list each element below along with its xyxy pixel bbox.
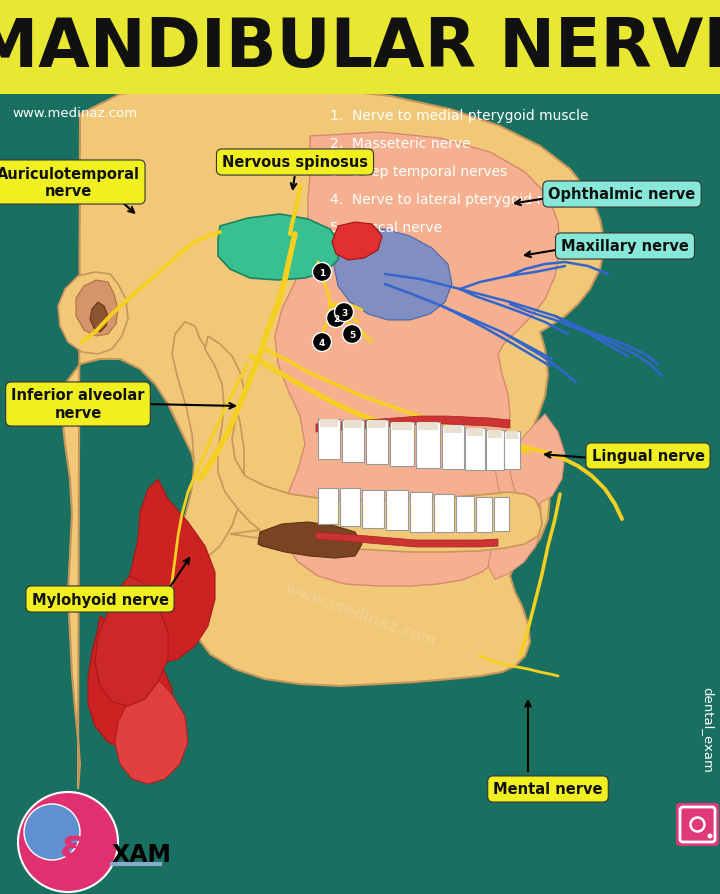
Polygon shape (122, 479, 215, 664)
Bar (368, 420, 386, 428)
Bar (392, 423, 412, 431)
Text: www.medinaz.com: www.medinaz.com (12, 107, 137, 120)
Bar (416, 423, 440, 468)
Text: 4.  Nerve to lateral pterygoid muscle: 4. Nerve to lateral pterygoid muscle (330, 193, 586, 207)
Polygon shape (332, 223, 382, 261)
Polygon shape (76, 281, 118, 337)
Polygon shape (58, 273, 128, 355)
Text: 4: 4 (319, 338, 325, 347)
Bar (344, 420, 362, 428)
Text: 5: 5 (349, 330, 355, 339)
Text: Inferior alveolar
nerve: Inferior alveolar nerve (12, 388, 145, 421)
Text: Ophthalmic nerve: Ophthalmic nerve (549, 187, 696, 202)
Text: Mental nerve: Mental nerve (493, 781, 603, 797)
Polygon shape (115, 676, 188, 784)
Polygon shape (510, 415, 565, 504)
Text: dental_exam: dental_exam (701, 687, 714, 772)
Polygon shape (488, 444, 542, 579)
Bar (465, 428, 485, 470)
Bar (410, 493, 432, 533)
Bar (418, 423, 438, 431)
Text: Nervous spinosus: Nervous spinosus (222, 156, 368, 171)
Bar (476, 497, 492, 533)
Bar (342, 420, 364, 462)
Bar (444, 426, 462, 434)
Circle shape (326, 309, 346, 328)
Text: Mylohyoid nerve: Mylohyoid nerve (32, 592, 168, 607)
Polygon shape (275, 133, 560, 586)
Bar (494, 497, 509, 531)
Polygon shape (316, 533, 498, 547)
Bar (340, 488, 360, 527)
Bar (318, 488, 338, 525)
Bar (362, 491, 384, 528)
Bar (488, 431, 502, 439)
Bar (0, 0, 720, 95)
Text: 3: 3 (341, 308, 347, 317)
Bar (506, 432, 518, 440)
Circle shape (18, 792, 118, 892)
Polygon shape (334, 230, 452, 321)
Circle shape (312, 333, 331, 352)
Polygon shape (88, 616, 172, 749)
Text: 1: 1 (319, 268, 325, 277)
Text: 5.  Buccal nerve: 5. Buccal nerve (330, 221, 442, 235)
Polygon shape (168, 323, 244, 569)
Bar (456, 496, 474, 533)
Text: 2.  Masseteric nerve: 2. Masseteric nerve (330, 137, 471, 151)
Text: XAM: XAM (112, 842, 172, 866)
Polygon shape (316, 417, 510, 433)
Circle shape (343, 325, 361, 344)
Bar (318, 419, 340, 460)
Circle shape (335, 303, 354, 322)
Text: 2: 2 (333, 314, 339, 323)
Polygon shape (205, 337, 542, 552)
Polygon shape (258, 522, 362, 559)
Text: Maxillary nerve: Maxillary nerve (561, 240, 689, 254)
Circle shape (312, 263, 331, 283)
Text: 3.  Deep temporal nerves: 3. Deep temporal nerves (330, 164, 508, 179)
Bar (434, 494, 454, 533)
Polygon shape (62, 85, 605, 789)
Bar (442, 426, 464, 469)
Circle shape (24, 804, 80, 860)
Text: Auriculotemporal
nerve: Auriculotemporal nerve (0, 166, 140, 199)
Bar (386, 491, 408, 530)
Circle shape (708, 833, 713, 839)
Polygon shape (218, 215, 340, 281)
FancyBboxPatch shape (676, 803, 719, 846)
Bar (486, 431, 504, 470)
Text: www.medinaz.com: www.medinaz.com (282, 580, 438, 649)
Text: Lingual nerve: Lingual nerve (592, 449, 704, 464)
Bar (366, 420, 388, 465)
Bar (390, 423, 414, 467)
Text: ε: ε (61, 827, 83, 865)
Text: MANDIBULAR NERVE: MANDIBULAR NERVE (0, 14, 720, 80)
Polygon shape (95, 577, 168, 706)
Bar (504, 432, 520, 469)
Polygon shape (90, 303, 108, 333)
Text: 1.  Nerve to medial pterygoid muscle: 1. Nerve to medial pterygoid muscle (330, 109, 588, 122)
Bar (467, 428, 483, 436)
Bar (320, 419, 338, 427)
